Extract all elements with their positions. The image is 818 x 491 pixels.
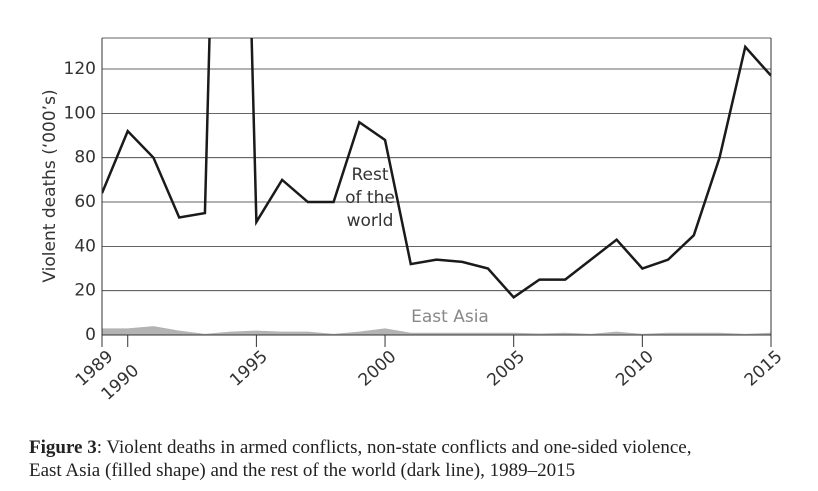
- x-tick-label: 2000: [355, 347, 401, 391]
- y-tick-label: 100: [64, 103, 96, 123]
- y-axis-label: Violent deaths (‘000’s): [40, 89, 60, 282]
- x-tick-label: 1995: [226, 347, 272, 391]
- plot-area: [102, 38, 771, 335]
- line: [102, 38, 771, 299]
- caption: Figure 3: Violent deaths in armed confli…: [29, 436, 691, 482]
- series-label: East Asia: [411, 307, 489, 327]
- y-tick-label: 40: [74, 236, 96, 256]
- x-tick-label: 2015: [741, 347, 787, 391]
- x-tick-label: 2010: [612, 347, 658, 391]
- y-tick-label: 60: [74, 192, 96, 212]
- y-tick-label: 20: [74, 281, 96, 301]
- area: [102, 326, 771, 335]
- series-label: Rest of the world: [345, 165, 395, 231]
- chart: Violent deaths (‘000’s) 0 20 40 60 80 100 120 1…: [40, 37, 787, 405]
- x-tick-label: 2005: [484, 347, 530, 391]
- caption-line: East Asia (filled shape) and the rest of…: [29, 460, 576, 481]
- caption-line: : Violent deaths in armed conflicts, non…: [96, 437, 692, 458]
- caption-label: Figure 3: [29, 437, 97, 458]
- y-tick-label: 80: [74, 148, 96, 168]
- y-tick-label: 0: [85, 325, 96, 345]
- y-tick-label: 120: [64, 59, 96, 79]
